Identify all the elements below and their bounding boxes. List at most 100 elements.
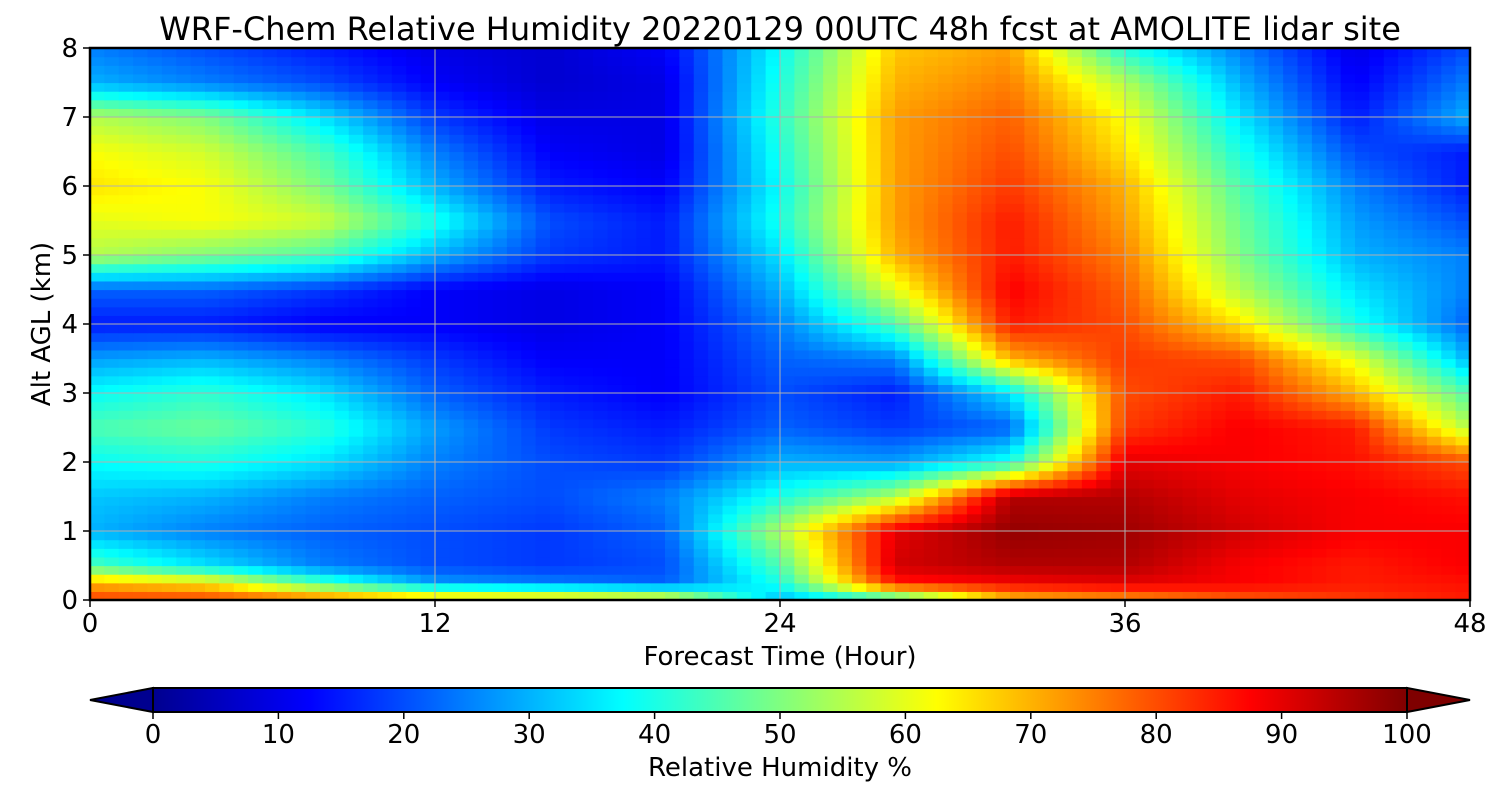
heatmap-cell — [1355, 548, 1370, 558]
heatmap-cell — [492, 229, 508, 239]
heatmap-cell — [578, 315, 594, 325]
heatmap-cell — [952, 427, 968, 437]
heatmap-cell — [880, 522, 896, 532]
heatmap-cell — [995, 168, 1011, 178]
heatmap-cell — [1153, 220, 1169, 230]
heatmap-cell — [693, 151, 709, 161]
heatmap-cell — [377, 462, 393, 472]
heatmap-cell — [463, 341, 479, 351]
heatmap-cell — [1053, 358, 1069, 368]
heatmap-cell — [1326, 298, 1342, 308]
heatmap-cell — [435, 548, 450, 558]
heatmap-cell — [435, 574, 450, 584]
heatmap-cell — [233, 367, 249, 377]
heatmap-cell — [966, 177, 982, 187]
heatmap-cell — [823, 272, 839, 282]
heatmap-cell — [1311, 384, 1327, 394]
heatmap-cell — [118, 142, 134, 153]
heatmap-cell — [693, 384, 709, 394]
heatmap-cell — [995, 229, 1011, 239]
heatmap-cell — [478, 505, 494, 515]
heatmap-cell — [1182, 220, 1198, 230]
heatmap-cell — [823, 324, 839, 334]
heatmap-cell — [161, 444, 177, 454]
heatmap-cell — [923, 436, 939, 446]
heatmap-cell — [1053, 436, 1069, 446]
heatmap-cell — [938, 220, 954, 230]
heatmap-cell — [363, 513, 379, 523]
heatmap-cell — [1426, 444, 1442, 454]
heatmap-cell — [1038, 487, 1054, 498]
heatmap-cell — [895, 393, 910, 403]
heatmap-cell — [118, 229, 134, 239]
heatmap-cell — [1168, 453, 1184, 463]
heatmap-cell — [1268, 315, 1284, 325]
heatmap-cell — [621, 280, 637, 291]
heatmap-cell — [521, 410, 537, 420]
heatmap-cell — [736, 341, 752, 351]
heatmap-cell — [535, 358, 551, 368]
heatmap-cell — [1340, 177, 1356, 187]
heatmap-cell — [1024, 280, 1040, 291]
heatmap-cell — [535, 470, 551, 480]
heatmap-cell — [320, 168, 335, 178]
heatmap-cell — [1168, 470, 1184, 480]
heatmap-cell — [679, 487, 695, 498]
heatmap-cell — [1340, 306, 1356, 316]
heatmap-cell — [607, 280, 623, 291]
heatmap-cell — [1038, 384, 1054, 394]
heatmap-cell — [1125, 367, 1140, 377]
heatmap-cell — [780, 341, 795, 351]
heatmap-cell — [1096, 479, 1112, 489]
heatmap-cell — [104, 211, 120, 222]
heatmap-cell — [478, 479, 494, 489]
heatmap-cell — [1340, 255, 1356, 265]
heatmap-cell — [219, 367, 235, 377]
heatmap-cell — [535, 263, 551, 273]
heatmap-cell — [104, 255, 120, 265]
heatmap-cell — [219, 401, 235, 411]
heatmap-cell — [406, 496, 422, 506]
heatmap-cell — [1010, 531, 1025, 541]
heatmap-cell — [1053, 194, 1069, 204]
heatmap-cell — [1369, 220, 1385, 230]
heatmap-cell — [1225, 539, 1241, 549]
heatmap-cell — [938, 410, 954, 420]
heatmap-cell — [219, 306, 235, 316]
heatmap-cell — [1139, 591, 1155, 601]
heatmap-cell — [621, 220, 637, 230]
heatmap-cell — [1182, 522, 1198, 532]
heatmap-cell — [363, 237, 379, 247]
heatmap-cell — [909, 531, 925, 541]
heatmap-cell — [1383, 444, 1399, 454]
heatmap-cell — [305, 332, 321, 342]
heatmap-cell — [463, 539, 479, 549]
heatmap-cell — [966, 479, 982, 489]
heatmap-cell — [909, 324, 925, 334]
heatmap-cell — [679, 539, 695, 549]
heatmap-cell — [909, 298, 925, 308]
heatmap-cell — [808, 548, 824, 558]
heatmap-cell — [1441, 444, 1457, 454]
heatmap-cell — [478, 410, 494, 420]
heatmap-cell — [1196, 582, 1212, 592]
heatmap-cell — [808, 358, 824, 368]
heatmap-cell — [1441, 574, 1457, 584]
heatmap-cell — [1254, 444, 1270, 454]
heatmap-cell — [1412, 255, 1428, 265]
heatmap-cell — [823, 220, 839, 230]
heatmap-cell — [90, 487, 105, 498]
heatmap-cell — [521, 272, 537, 282]
heatmap-cell — [780, 427, 795, 437]
heatmap-cell — [765, 211, 781, 222]
heatmap-cell — [1398, 487, 1414, 498]
heatmap-cell — [1182, 255, 1198, 265]
heatmap-cell — [679, 531, 695, 541]
heatmap-cell — [765, 246, 781, 256]
heatmap-cell — [722, 194, 738, 204]
heatmap-cell — [880, 574, 896, 584]
heatmap-cell — [219, 341, 235, 351]
heatmap-cell — [966, 160, 982, 170]
heatmap-cell — [1038, 462, 1054, 472]
heatmap-cell — [780, 358, 795, 368]
